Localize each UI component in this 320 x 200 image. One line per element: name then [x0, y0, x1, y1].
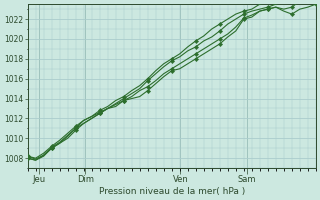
X-axis label: Pression niveau de la mer( hPa ): Pression niveau de la mer( hPa ): [99, 187, 245, 196]
